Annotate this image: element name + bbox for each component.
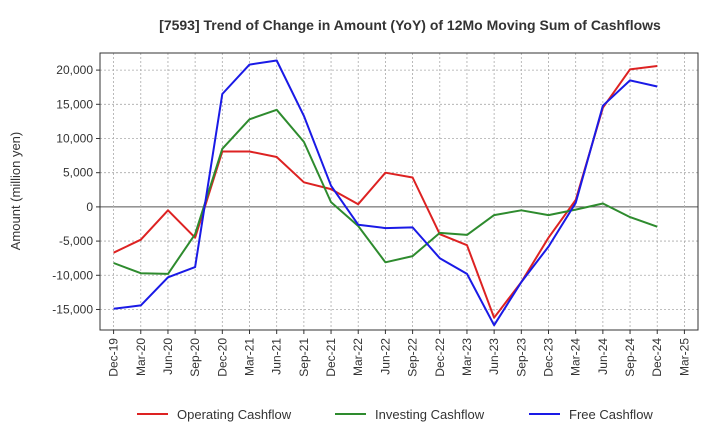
y-tick-label: -10,000 <box>52 268 93 282</box>
x-tick-label: Mar-23 <box>460 338 474 376</box>
x-tick-label: Mar-22 <box>351 338 365 376</box>
x-ticks: Dec-19 Mar-20 Jun-20 Sep-20 Dec-20 Mar-21 Jun-… <box>107 330 691 377</box>
x-tick-label: Jun-24 <box>596 338 610 375</box>
x-tick-label: Dec-24 <box>650 338 664 377</box>
x-tick-label: Jun-20 <box>161 338 175 375</box>
y-tick-label: -5,000 <box>59 234 93 248</box>
x-tick-label: Mar-25 <box>677 338 691 376</box>
y-tick-label: 10,000 <box>56 131 93 145</box>
x-tick-label: Dec-23 <box>542 338 556 377</box>
free-cashflow-line <box>113 59 658 327</box>
investing-cashflow-legend-label: Investing Cashflow <box>375 407 485 422</box>
x-tick-label: Sep-21 <box>297 338 311 377</box>
y-tick-label: 0 <box>86 200 93 214</box>
x-tick-label: Sep-22 <box>406 338 420 377</box>
plot-frame <box>99 52 699 331</box>
y-ticks: -15,000 -10,000 -5,000 0 5,000 10,000 15,000 20… <box>52 63 100 316</box>
y-tick-label: 20,000 <box>56 63 93 77</box>
operating-cashflow-line <box>113 65 658 319</box>
x-tick-label: Mar-21 <box>243 338 257 376</box>
y-tick-label: -15,000 <box>52 302 93 316</box>
x-tick-label: Jun-23 <box>487 338 501 375</box>
x-tick-label: Sep-20 <box>188 338 202 377</box>
x-tick-label: Mar-24 <box>569 338 583 376</box>
y-tick-label: 5,000 <box>63 166 93 180</box>
x-tick-label: Dec-21 <box>324 338 338 377</box>
y-tick-label: 15,000 <box>56 97 93 111</box>
series-layer <box>113 59 658 327</box>
x-tick-label: Jun-21 <box>270 338 284 375</box>
x-tick-label: Sep-24 <box>623 338 637 377</box>
operating-cashflow-legend-label: Operating Cashflow <box>177 407 292 422</box>
chart-title: [7593] Trend of Change in Amount (YoY) o… <box>159 17 661 33</box>
x-tick-label: Dec-22 <box>433 338 447 377</box>
legend: Operating Cashflow Investing Cashflow Free… <box>137 407 653 422</box>
x-tick-label: Mar-20 <box>134 338 148 376</box>
x-tick-label: Dec-19 <box>107 338 121 377</box>
x-tick-label: Sep-23 <box>514 338 528 377</box>
x-tick-label: Dec-20 <box>215 338 229 377</box>
y-axis-label: Amount (million yen) <box>8 132 23 251</box>
grid <box>100 53 698 330</box>
free-cashflow-legend-label: Free Cashflow <box>569 407 653 422</box>
x-tick-label: Jun-22 <box>378 338 392 375</box>
